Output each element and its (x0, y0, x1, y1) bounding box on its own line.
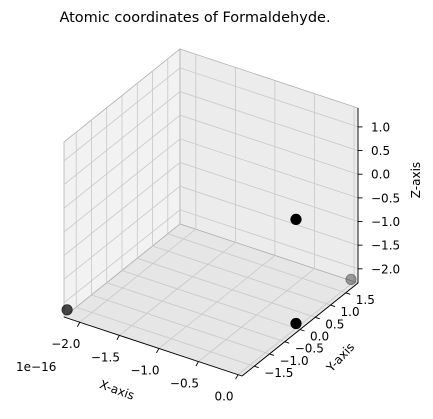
y-grid-line (136, 83, 316, 318)
y-grid-line (91, 120, 270, 355)
y-tick-mark (299, 329, 305, 332)
y-grid-line (167, 58, 346, 294)
z-tick-label: −1.5 (371, 239, 400, 253)
z-grid-line (63, 209, 359, 304)
x-axis-line (63, 316, 243, 377)
x-grid-line (158, 80, 276, 349)
z-grid-line (63, 185, 359, 280)
z-grid-line (63, 114, 359, 209)
x-tick-mark (116, 335, 120, 341)
x-tick-label: −2.0 (51, 337, 80, 351)
x-grid-line (79, 54, 197, 323)
y-tick-mark (345, 292, 351, 295)
y-tick-label: 0.5 (325, 317, 344, 331)
z-tick-label: −1.0 (371, 215, 400, 229)
x-tick-mark (195, 361, 199, 367)
y-tick-label: −1.5 (264, 366, 293, 380)
axes-panes (63, 48, 359, 377)
z-tick-label: 1.0 (371, 120, 390, 134)
y-tick-mark (254, 365, 259, 369)
chart-title: Atomic coordinates of Formaldehyde. (59, 10, 330, 26)
x-tick-mark (76, 322, 81, 327)
y-tick-mark (330, 304, 336, 307)
z-grid-line (63, 91, 359, 185)
tick-marks: −2.0−1.5−1.0−0.50.0−1.5−1.0−0.50.00.51.0… (51, 120, 400, 403)
grid-lines (63, 54, 359, 376)
z-axis-label: Z-axis (409, 162, 423, 198)
z-grid-line (63, 67, 359, 162)
x-axis-offset-label: 1e−16 (16, 360, 56, 374)
z-grid-line (63, 162, 359, 256)
y-tick-label: 1.5 (356, 293, 375, 307)
data-points (61, 213, 357, 330)
z-grid-line (63, 138, 359, 233)
data-point (61, 304, 73, 316)
x-axis-label: X-axis (98, 377, 137, 402)
y-grid-line (75, 132, 255, 367)
data-point (345, 273, 357, 285)
y-tick-mark (284, 341, 290, 344)
data-point (290, 213, 302, 225)
x-grid-line (119, 67, 236, 336)
y-grid-line (152, 71, 331, 306)
y-grid-line (106, 107, 285, 343)
z-tick-label: −0.5 (371, 191, 400, 205)
y-grid-line (121, 95, 301, 330)
x-grid-line (237, 106, 355, 376)
x-grid-line (198, 93, 315, 362)
y-tick-label: −1.0 (280, 354, 309, 368)
y-tick-label: 1.0 (341, 305, 360, 319)
y-axis-label: Y-axis (323, 340, 357, 375)
x-tick-label: −1.0 (130, 364, 159, 378)
y-tick-label: −0.5 (295, 342, 324, 356)
x-tick-mark (156, 348, 160, 354)
z-tick-label: 0.5 (371, 144, 390, 158)
x-tick-label: −0.5 (170, 377, 199, 391)
y-tick-label: 0.0 (310, 330, 329, 344)
x-tick-label: 0.0 (214, 390, 233, 404)
y-tick-mark (315, 316, 320, 320)
z-tick-label: 0.0 (371, 168, 390, 182)
y-tick-mark (269, 353, 275, 356)
data-point (290, 317, 302, 330)
x-tick-mark (235, 374, 239, 380)
z-tick-label: −2.0 (371, 262, 400, 276)
x-tick-label: −1.5 (91, 350, 120, 364)
